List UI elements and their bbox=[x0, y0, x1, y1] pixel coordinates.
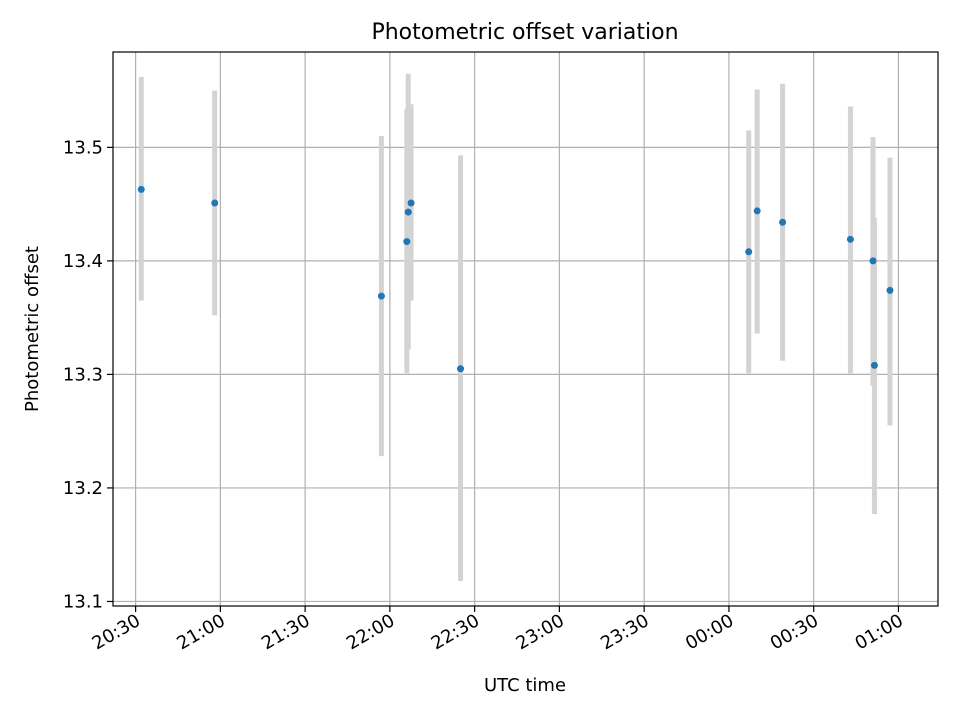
data-point bbox=[403, 238, 411, 246]
data-point bbox=[377, 292, 385, 300]
data-point bbox=[404, 208, 412, 216]
data-point bbox=[779, 218, 787, 226]
data-point bbox=[745, 248, 753, 256]
grid bbox=[113, 52, 938, 606]
x-axis-label: UTC time bbox=[484, 675, 566, 696]
data-point bbox=[886, 286, 894, 294]
data-point bbox=[457, 365, 465, 373]
y-tick-label: 13.2 bbox=[63, 478, 103, 499]
y-axis-label: Photometric offset bbox=[22, 246, 43, 412]
data-point bbox=[870, 361, 878, 369]
data-point bbox=[869, 257, 877, 265]
data-point bbox=[753, 207, 761, 215]
y-tick-label: 13.1 bbox=[63, 591, 103, 612]
data-point bbox=[211, 199, 219, 207]
chart-title: Photometric offset variation bbox=[371, 20, 678, 45]
data-point bbox=[407, 199, 415, 207]
y-tick-label: 13.4 bbox=[63, 251, 103, 272]
data-point bbox=[137, 185, 145, 193]
y-tick-label: 13.5 bbox=[63, 137, 103, 158]
y-tick-label: 13.3 bbox=[63, 364, 103, 385]
data-point bbox=[846, 235, 854, 243]
data-points bbox=[137, 185, 894, 373]
plot-frame bbox=[112, 51, 939, 607]
